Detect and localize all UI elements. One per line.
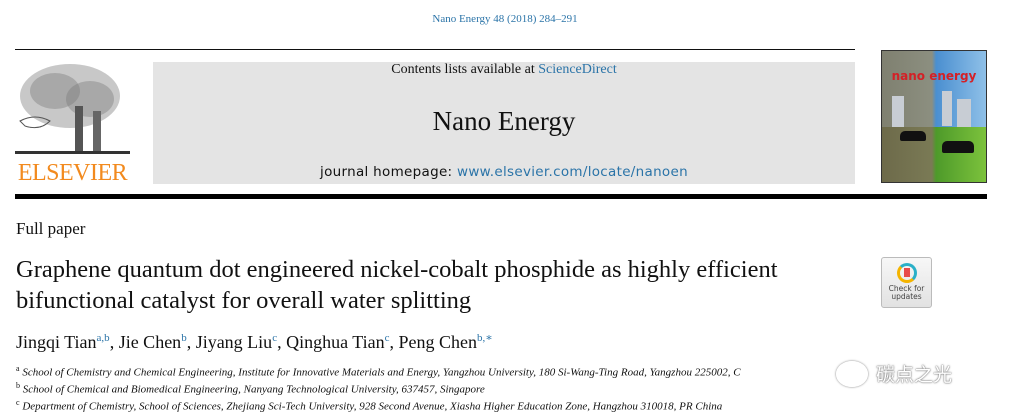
cover-ground	[882, 127, 986, 182]
elsevier-logo	[15, 61, 130, 186]
article-title: Graphene quantum dot engineered nickel-c…	[16, 256, 778, 314]
contents-prefix: Contents lists available at	[391, 62, 539, 77]
author[interactable]: Jiyang Liuc	[195, 332, 278, 352]
author[interactable]: Qinghua Tianc	[286, 332, 390, 352]
check-for-updates-button[interactable]: Check for updates	[881, 257, 932, 308]
cover-car	[900, 131, 926, 141]
header-rule	[15, 194, 987, 199]
journal-title: Nano Energy	[432, 106, 576, 136]
article-type: Full paper	[16, 219, 86, 238]
author[interactable]: Peng Chenb,∗	[398, 332, 493, 352]
affiliation: b School of Chemical and Biomedical Engi…	[16, 381, 485, 396]
homepage-line: journal homepage: www.elsevier.com/locat…	[153, 164, 855, 180]
watermark: 碳点之光	[836, 360, 952, 387]
journal-reference[interactable]: Nano Energy 48 (2018) 284–291	[432, 13, 578, 25]
affiliation: c Department of Chemistry, School of Sci…	[16, 398, 723, 413]
wechat-icon	[836, 360, 868, 387]
author[interactable]: Jingqi Tiana,b	[16, 332, 110, 352]
journal-cover[interactable]: nano energy	[881, 50, 987, 183]
homepage-link[interactable]: www.elsevier.com/locate/nanoen	[457, 164, 688, 180]
cover-building	[892, 96, 904, 131]
journal-masthead: Contents lists available at ScienceDirec…	[153, 62, 855, 184]
watermark-text: 碳点之光	[876, 364, 953, 386]
check-for-updates-label: Check for updates	[888, 284, 925, 301]
bookmark-icon	[896, 263, 917, 283]
cover-building	[942, 91, 952, 126]
contents-line: Contents lists available at ScienceDirec…	[153, 62, 855, 78]
author[interactable]: Jie Chenb	[118, 332, 187, 352]
affiliation: a School of Chemistry and Chemical Engin…	[16, 364, 741, 379]
cover-title: nano energy	[891, 69, 977, 83]
cover-car	[942, 141, 974, 153]
top-rule	[15, 49, 855, 50]
author-list: Jingqi Tiana,b, Jie Chenb, Jiyang Liuc, …	[16, 332, 493, 352]
sciencedirect-link[interactable]: ScienceDirect	[538, 62, 617, 77]
homepage-prefix: journal homepage:	[320, 164, 457, 180]
cover-building	[957, 99, 971, 134]
elsevier-wordmark: ELSEVIER	[17, 160, 128, 186]
tree-icon	[15, 64, 130, 154]
